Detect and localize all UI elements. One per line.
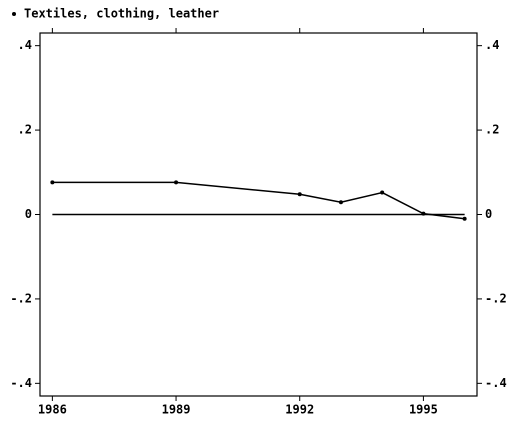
y-tick-label: -.4 xyxy=(10,376,32,390)
point xyxy=(421,211,426,216)
y2-tick-label: 0 xyxy=(485,207,492,221)
point xyxy=(462,216,467,221)
point xyxy=(380,190,385,195)
point xyxy=(50,180,55,185)
x-tick-label: 1995 xyxy=(409,403,438,417)
point xyxy=(297,192,302,197)
y-tick-label: -.2 xyxy=(10,291,32,305)
y2-tick-label: .4 xyxy=(485,38,499,52)
x-tick-label: 1989 xyxy=(162,403,191,417)
y2-tick-label: -.4 xyxy=(485,376,507,390)
legend-label: Textiles, clothing, leather xyxy=(24,7,219,21)
x-tick-label: 1992 xyxy=(285,403,314,417)
y2-tick-label: .2 xyxy=(485,123,499,137)
point xyxy=(338,200,343,205)
point xyxy=(174,180,179,185)
x-tick-label: 1986 xyxy=(38,403,67,417)
y-tick-label: .2 xyxy=(18,123,32,137)
y-tick-label: .4 xyxy=(18,38,32,52)
legend-marker xyxy=(12,12,16,16)
y-tick-label: 0 xyxy=(25,207,32,221)
y2-tick-label: -.2 xyxy=(485,291,507,305)
series-line xyxy=(52,181,465,220)
